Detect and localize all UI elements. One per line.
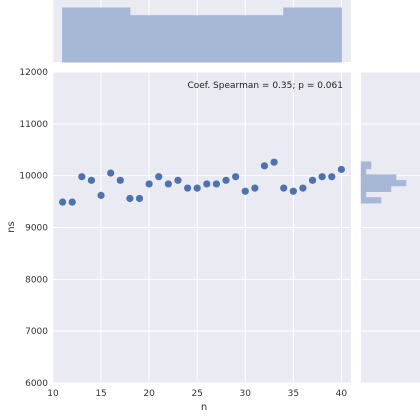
scatter-point-24 (280, 184, 288, 192)
x-tick-label-20: 20 (143, 389, 155, 399)
y-tick-labels: 6000 7000 8000 9000 10000 11000 12000 (19, 68, 48, 389)
scatter-point-13 (174, 176, 182, 184)
x-tick-label-35: 35 (288, 389, 299, 399)
scatter-point-1 (59, 198, 67, 206)
scatter-point-14 (183, 184, 192, 192)
scatter-point-28 (318, 173, 326, 181)
x-tick-label-10: 10 (47, 389, 59, 399)
right-hist-bar-5 (360, 174, 397, 181)
y-axis-label: ns (6, 221, 17, 233)
y-tick-label-11000: 11000 (19, 120, 48, 130)
scatter-point-21 (251, 184, 259, 192)
scatter-point-10 (145, 180, 153, 188)
scatter-point-2 (68, 198, 76, 206)
right-hist-bar-6 (360, 168, 367, 175)
y-tick-label-9000: 9000 (25, 224, 48, 234)
scatter-point-6 (107, 169, 115, 177)
right-hist-bar-3 (360, 185, 392, 192)
x-axis-label: n (201, 402, 207, 413)
scatter-point-11 (155, 173, 163, 181)
x-tick-label-30: 30 (240, 389, 252, 399)
scatter-point-25 (289, 187, 297, 195)
y-tick-label-8000: 8000 (25, 275, 48, 285)
scatter-point-22 (260, 162, 269, 170)
scatter-point-19 (232, 173, 240, 181)
right-hist-bar-1 (360, 197, 382, 204)
scatter-point-30 (337, 165, 345, 174)
y-tick-label-10000: 10000 (19, 172, 48, 182)
scatter-point-3 (78, 173, 86, 181)
main-grid (52, 71, 351, 384)
scatter-point-12 (164, 180, 172, 188)
top-hist-bar-3 (283, 7, 342, 63)
scatter-points (59, 158, 345, 206)
scatter-point-26 (299, 184, 307, 192)
top-hist-bar-2 (129, 15, 285, 63)
x-tick-label-15: 15 (95, 389, 106, 399)
scatter-point-4 (87, 176, 96, 184)
y-tick-label-6000: 6000 (25, 379, 48, 389)
right-marginal-histogram (360, 161, 407, 204)
x-tick-label-40: 40 (336, 389, 348, 399)
scatter-point-7 (116, 176, 124, 184)
x-tick-label-25: 25 (191, 389, 202, 399)
right-hist-bar-7 (360, 161, 372, 170)
top-marginal-histogram (62, 7, 342, 63)
scatter-point-16 (203, 180, 211, 188)
top-hist-bar-1 (62, 7, 131, 63)
scatter-point-27 (308, 176, 317, 184)
scatter-point-15 (193, 184, 201, 192)
scatter-point-18 (222, 176, 230, 184)
scatter-point-23 (270, 158, 278, 166)
scatter-point-29 (328, 173, 336, 181)
right-hist-bar-2 (360, 191, 367, 198)
scatter-point-9 (135, 194, 144, 203)
x-tick-labels: 10 15 20 25 30 35 40 (47, 389, 347, 399)
spearman-annotation: Coef. Spearman = 0.35; p = 0.061 (187, 81, 343, 91)
scatter-point-5 (97, 191, 105, 199)
scatter-point-17 (212, 180, 221, 188)
y-tick-label-7000: 7000 (25, 327, 48, 337)
scatter-point-8 (126, 194, 134, 203)
scatter-point-20 (241, 187, 249, 195)
right-hist-bar-4 (360, 180, 407, 187)
y-tick-label-12000: 12000 (19, 68, 48, 78)
